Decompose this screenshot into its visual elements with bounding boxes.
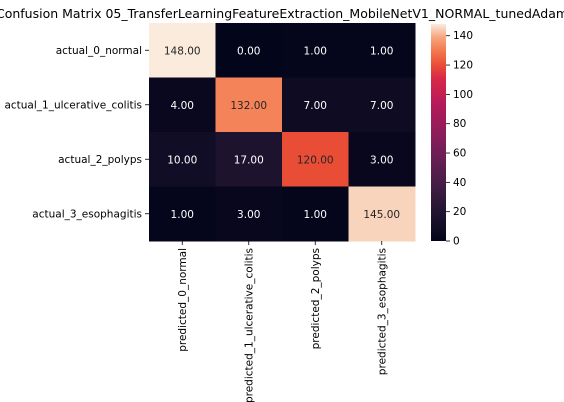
heatmap-cell (215, 132, 283, 187)
heatmap-cell (348, 186, 416, 242)
cell-value-label: 7.00 (370, 100, 393, 112)
cell-value-label: 3.00 (370, 154, 393, 166)
cell-value-label: 4.00 (171, 100, 194, 112)
cell-value-label: 132.00 (230, 100, 267, 112)
cell-value-label: 120.00 (297, 154, 334, 166)
heatmap-cell (282, 186, 349, 242)
heatmap-cell (282, 77, 349, 133)
heatmap-cell (149, 186, 216, 242)
cell-value-label: 7.00 (304, 100, 327, 112)
colorbar-tick-label: 120 (453, 60, 473, 72)
chart-title: Confusion Matrix 05_TransferLearningFeat… (0, 6, 564, 21)
heatmap-cell (215, 77, 283, 133)
column-label: predicted_0_normal (177, 248, 189, 352)
colorbar-tick-label: 80 (453, 118, 466, 130)
colorbar-tick-label: 140 (453, 30, 473, 42)
heatmap-cell (282, 132, 349, 187)
heatmap-cell (348, 77, 416, 133)
cell-value-label: 1.00 (370, 45, 393, 57)
cell-value-label: 17.00 (234, 154, 264, 166)
cell-value-label: 1.00 (304, 209, 327, 221)
cell-value-label: 3.00 (237, 209, 260, 221)
heatmap-cell (282, 23, 349, 78)
colorbar (431, 24, 446, 241)
colorbar-tick-label: 60 (453, 148, 466, 160)
heatmap-cell (149, 23, 216, 78)
heatmap-cell (215, 23, 283, 78)
colorbar-gradient (431, 24, 446, 241)
colorbar-tick-label: 0 (453, 236, 460, 248)
colorbar-tick-label: 40 (453, 177, 466, 189)
column-label: predicted_1_ulcerative_colitis (243, 248, 255, 402)
column-label: predicted_3_esophagitis (376, 248, 388, 375)
cell-value-label: 145.00 (363, 209, 400, 221)
cell-value-label: 0.00 (237, 45, 260, 57)
row-label: actual_3_esophagitis (32, 208, 142, 220)
heatmap-cell (215, 186, 283, 242)
cell-value-label: 1.00 (171, 209, 194, 221)
heatmap-cell (149, 132, 216, 187)
cell-value-label: 10.00 (167, 154, 197, 166)
cell-value-label: 148.00 (164, 45, 201, 57)
column-label: predicted_2_polyps (310, 248, 322, 349)
colorbar-tick-label: 100 (453, 89, 473, 101)
heatmap-cell (348, 132, 416, 187)
row-label: actual_2_polyps (58, 154, 142, 166)
row-label: actual_1_ulcerative_colitis (4, 99, 142, 111)
colorbar-tick-label: 20 (453, 206, 466, 218)
heatmap-cell (149, 77, 216, 133)
heatmap-cell (348, 23, 416, 78)
row-label: actual_0_normal (56, 45, 142, 57)
cell-value-label: 1.00 (304, 45, 327, 57)
